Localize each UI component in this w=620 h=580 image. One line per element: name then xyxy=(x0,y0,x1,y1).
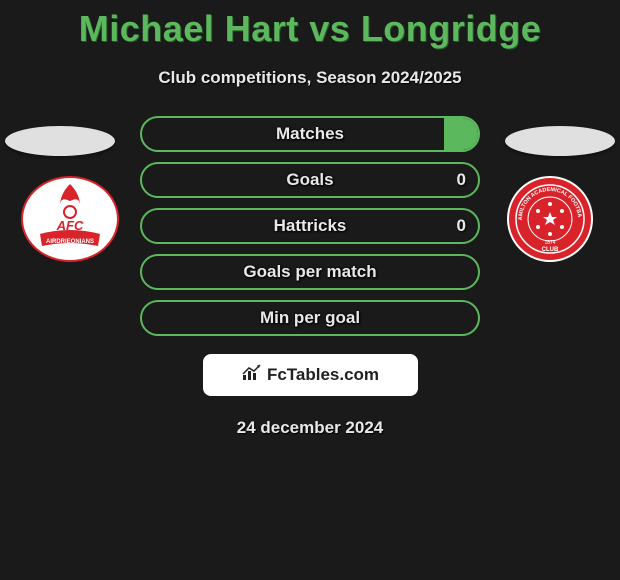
club-badge-right: HAMILTON ACADEMICAL FOOTBALL CLUB 1874 xyxy=(500,176,600,262)
date-text: 24 december 2024 xyxy=(0,418,620,438)
branding-text: FcTables.com xyxy=(267,365,379,385)
branding-badge: FcTables.com xyxy=(203,354,418,396)
player-slot-left xyxy=(5,126,115,156)
comparison-area: AFC AIRDRIEONIANS HAMILTON ACADEMICAL FO… xyxy=(0,116,620,438)
stat-fill-right xyxy=(444,118,478,150)
stat-label: Goals xyxy=(286,170,333,190)
chart-icon xyxy=(241,364,263,387)
stat-row-hattricks: Hattricks 0 xyxy=(140,208,480,244)
stat-row-matches: Matches 7 xyxy=(140,116,480,152)
stat-row-min-per-goal: Min per goal xyxy=(140,300,480,336)
stat-label: Hattricks xyxy=(274,216,347,236)
player-slot-right xyxy=(505,126,615,156)
stat-rows: Matches 7 Goals 0 Hattricks 0 Goals per … xyxy=(140,116,480,336)
svg-text:CLUB: CLUB xyxy=(542,247,559,253)
stat-value-right: 0 xyxy=(457,216,466,236)
club-badge-left: AFC AIRDRIEONIANS xyxy=(20,176,120,262)
stat-value-right: 0 xyxy=(457,170,466,190)
stat-row-goals: Goals 0 xyxy=(140,162,480,198)
stat-row-goals-per-match: Goals per match xyxy=(140,254,480,290)
svg-text:1874: 1874 xyxy=(544,240,555,246)
page-title: Michael Hart vs Longridge xyxy=(0,0,620,50)
stat-label: Min per goal xyxy=(260,308,360,328)
stat-label: Goals per match xyxy=(243,262,376,282)
svg-text:AIRDRIEONIANS: AIRDRIEONIANS xyxy=(46,239,94,245)
stat-label: Matches xyxy=(276,124,344,144)
subtitle: Club competitions, Season 2024/2025 xyxy=(0,68,620,88)
